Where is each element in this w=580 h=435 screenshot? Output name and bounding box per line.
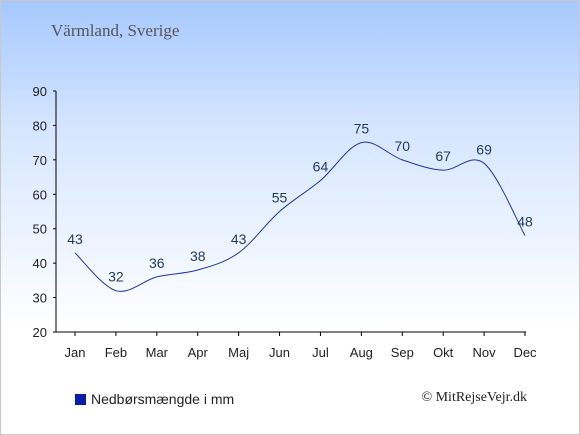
- legend: Nedbørsmængde i mm: [75, 391, 234, 407]
- y-tick-label: 80: [33, 118, 47, 133]
- data-label: 32: [108, 269, 124, 285]
- y-tick-label: 70: [33, 153, 47, 168]
- y-tick-label: 30: [33, 291, 47, 306]
- data-label: 70: [394, 138, 410, 154]
- x-tick-label: Feb: [105, 345, 127, 360]
- data-label: 75: [354, 121, 370, 137]
- y-tick-label: 40: [33, 256, 47, 271]
- x-tick-label: Jun: [269, 345, 290, 360]
- data-label: 36: [149, 255, 165, 271]
- x-tick-label: Okt: [433, 345, 454, 360]
- data-label: 38: [190, 248, 206, 264]
- chart-title: Värmland, Sverige: [51, 21, 180, 40]
- series-line: [74, 141, 526, 292]
- legend-swatch: [75, 393, 86, 405]
- data-label: 48: [517, 214, 533, 230]
- x-tick-label: Dec: [513, 345, 537, 360]
- y-tick-label: 90: [33, 84, 47, 99]
- data-label: 43: [67, 231, 83, 247]
- legend-label: Nedbørsmængde i mm: [91, 391, 235, 407]
- y-tick-label: 50: [33, 222, 47, 237]
- x-tick-label: Jul: [312, 345, 329, 360]
- x-tick-label: Jan: [65, 345, 86, 360]
- data-label: 69: [476, 141, 492, 157]
- x-tick-label: Apr: [188, 345, 209, 360]
- data-label: 55: [272, 190, 288, 206]
- data-label: 67: [435, 148, 451, 164]
- x-tick-label: Mar: [146, 345, 169, 360]
- copyright-text: © MitRejseVejr.dk: [421, 390, 527, 405]
- data-label: 43: [231, 231, 247, 247]
- data-label: 64: [313, 159, 329, 175]
- x-tick-label: Nov: [473, 345, 497, 360]
- y-tick-label: 60: [33, 187, 47, 202]
- x-tick-label: Maj: [228, 345, 249, 360]
- y-tick-label: 20: [33, 325, 47, 340]
- x-tick-label: Aug: [350, 345, 373, 360]
- x-tick-label: Sep: [391, 345, 414, 360]
